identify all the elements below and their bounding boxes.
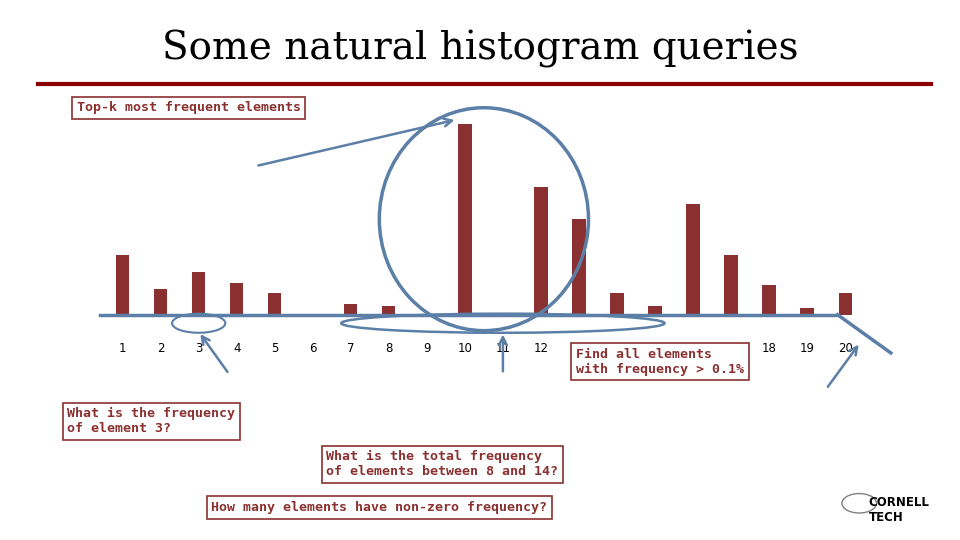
Text: What is the total frequency
of elements between 8 and 14?: What is the total frequency of elements …: [326, 450, 559, 478]
Text: Some natural histogram queries: Some natural histogram queries: [161, 30, 799, 68]
Bar: [230, 283, 244, 315]
Bar: [382, 306, 396, 315]
Bar: [116, 255, 130, 315]
Bar: [725, 255, 737, 315]
Bar: [838, 294, 852, 315]
Bar: [572, 219, 586, 315]
Bar: [344, 304, 357, 315]
Bar: [154, 289, 167, 315]
Text: CORNELL
TECH: CORNELL TECH: [869, 496, 929, 524]
Text: Top-k most frequent elements: Top-k most frequent elements: [77, 102, 300, 114]
Bar: [801, 308, 814, 315]
Text: How many elements have non-zero frequency?: How many elements have non-zero frequenc…: [211, 501, 547, 514]
Bar: [648, 306, 661, 315]
Bar: [458, 124, 471, 315]
Bar: [762, 285, 776, 315]
Bar: [268, 294, 281, 315]
Text: Find all elements
with frequency > 0.1%: Find all elements with frequency > 0.1%: [576, 348, 744, 376]
Bar: [192, 272, 205, 315]
Bar: [535, 187, 547, 315]
Bar: [686, 204, 700, 315]
Bar: [611, 294, 624, 315]
Text: What is the frequency
of element 3?: What is the frequency of element 3?: [67, 407, 235, 435]
